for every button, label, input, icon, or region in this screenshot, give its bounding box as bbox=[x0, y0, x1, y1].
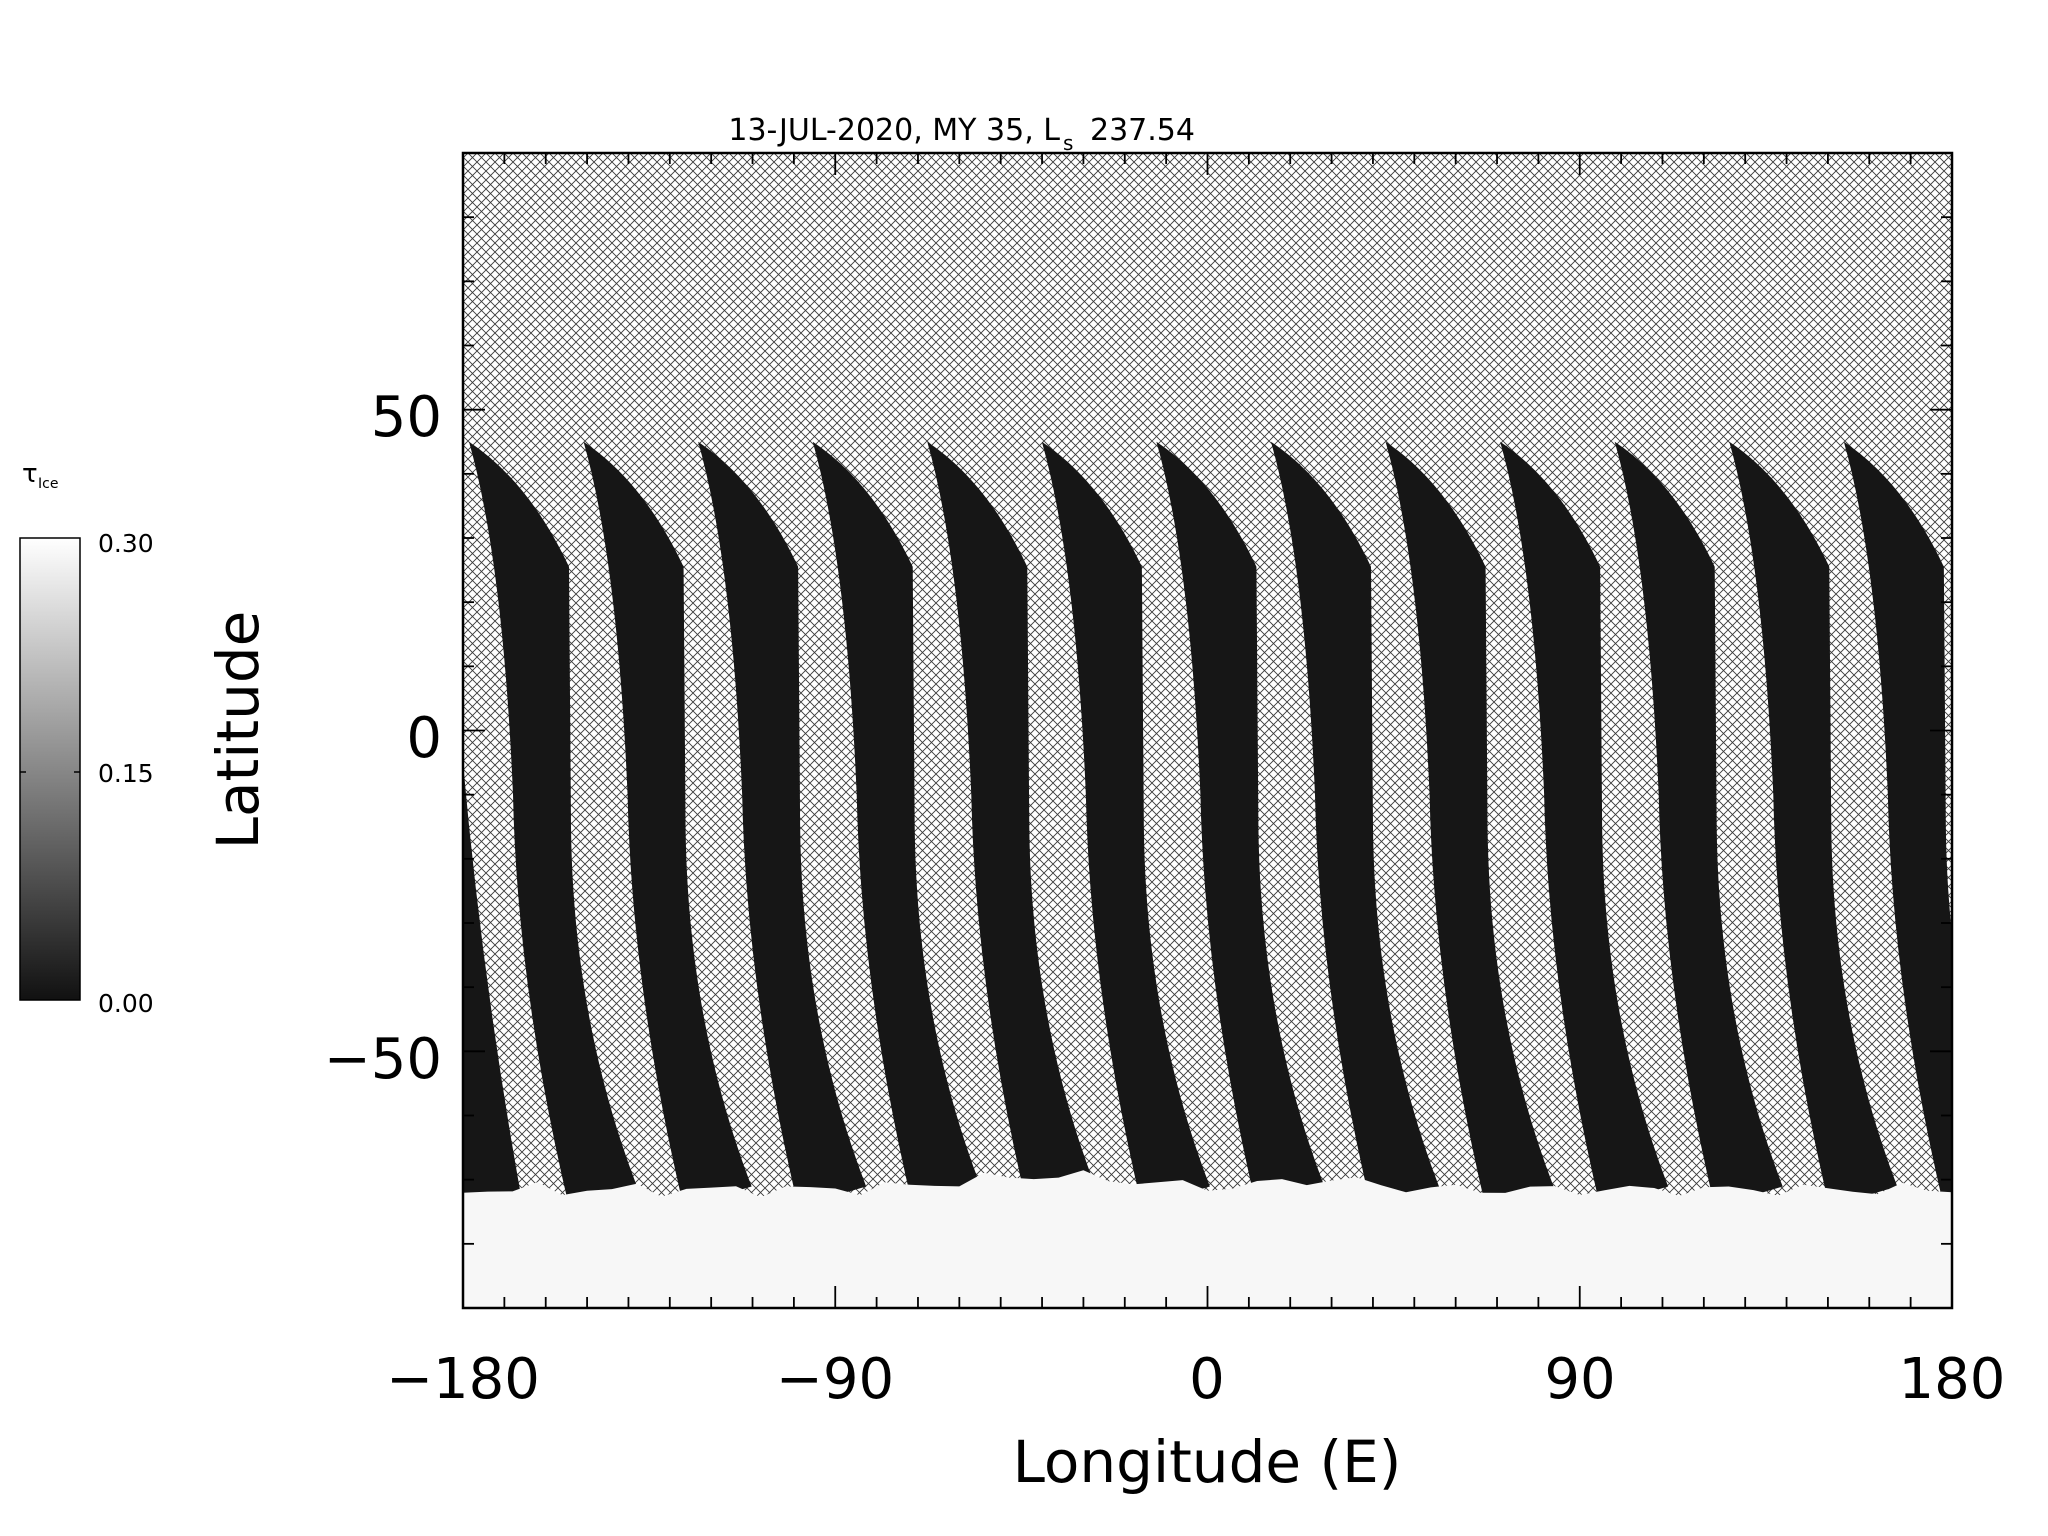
colorbar-tick-min: 0.00 bbox=[98, 989, 154, 1018]
swath-3 bbox=[698, 441, 867, 1207]
colorbar-tick-mid: 0.15 bbox=[98, 759, 154, 788]
swath-11 bbox=[1614, 441, 1783, 1207]
colorbar bbox=[19, 537, 81, 1001]
y-tick-label-50: 50 bbox=[371, 385, 442, 450]
colorbar-label-subscript: Ice bbox=[38, 476, 58, 492]
axis-ticks bbox=[462, 153, 1953, 1308]
y-tick-label-0: 0 bbox=[406, 706, 442, 771]
swath-edge bbox=[463, 762, 523, 1207]
colorbar-label: τ bbox=[22, 459, 38, 489]
swath-8 bbox=[1270, 441, 1439, 1207]
chart-title-subscript: s bbox=[1063, 131, 1073, 155]
swath-7 bbox=[1156, 441, 1325, 1207]
x-tick-label-3: 0 bbox=[1189, 1347, 1225, 1412]
swath-5 bbox=[927, 441, 1096, 1207]
polar-ice-cloud-cap bbox=[463, 1170, 1952, 1308]
chart-title: 13-JUL-2020, MY 35, L bbox=[728, 113, 1060, 148]
chart-title-value: 237.54 bbox=[1090, 113, 1195, 148]
x-tick-label-1: −180 bbox=[386, 1347, 540, 1412]
swath-12 bbox=[1729, 441, 1898, 1207]
colorbar-tick-max: 0.30 bbox=[98, 529, 154, 558]
observation-swaths bbox=[463, 441, 1952, 1207]
swath-2 bbox=[583, 441, 752, 1207]
swath-9 bbox=[1385, 441, 1554, 1207]
swath-4 bbox=[812, 441, 981, 1207]
plot-area bbox=[463, 153, 1952, 1308]
y-tick-label-neg50: −50 bbox=[324, 1027, 442, 1092]
swath-1 bbox=[469, 441, 637, 1207]
x-axis-label: Longitude (E) bbox=[1013, 1428, 1402, 1496]
x-tick-label-4: 90 bbox=[1544, 1347, 1615, 1412]
y-axis-label: Latitude bbox=[204, 611, 272, 850]
x-tick-label-2: −90 bbox=[776, 1347, 894, 1412]
x-tick-label-5: 180 bbox=[1899, 1347, 2006, 1412]
swath-6 bbox=[1041, 441, 1210, 1207]
swath-13 bbox=[1843, 441, 1952, 1207]
swath-10 bbox=[1500, 441, 1669, 1207]
